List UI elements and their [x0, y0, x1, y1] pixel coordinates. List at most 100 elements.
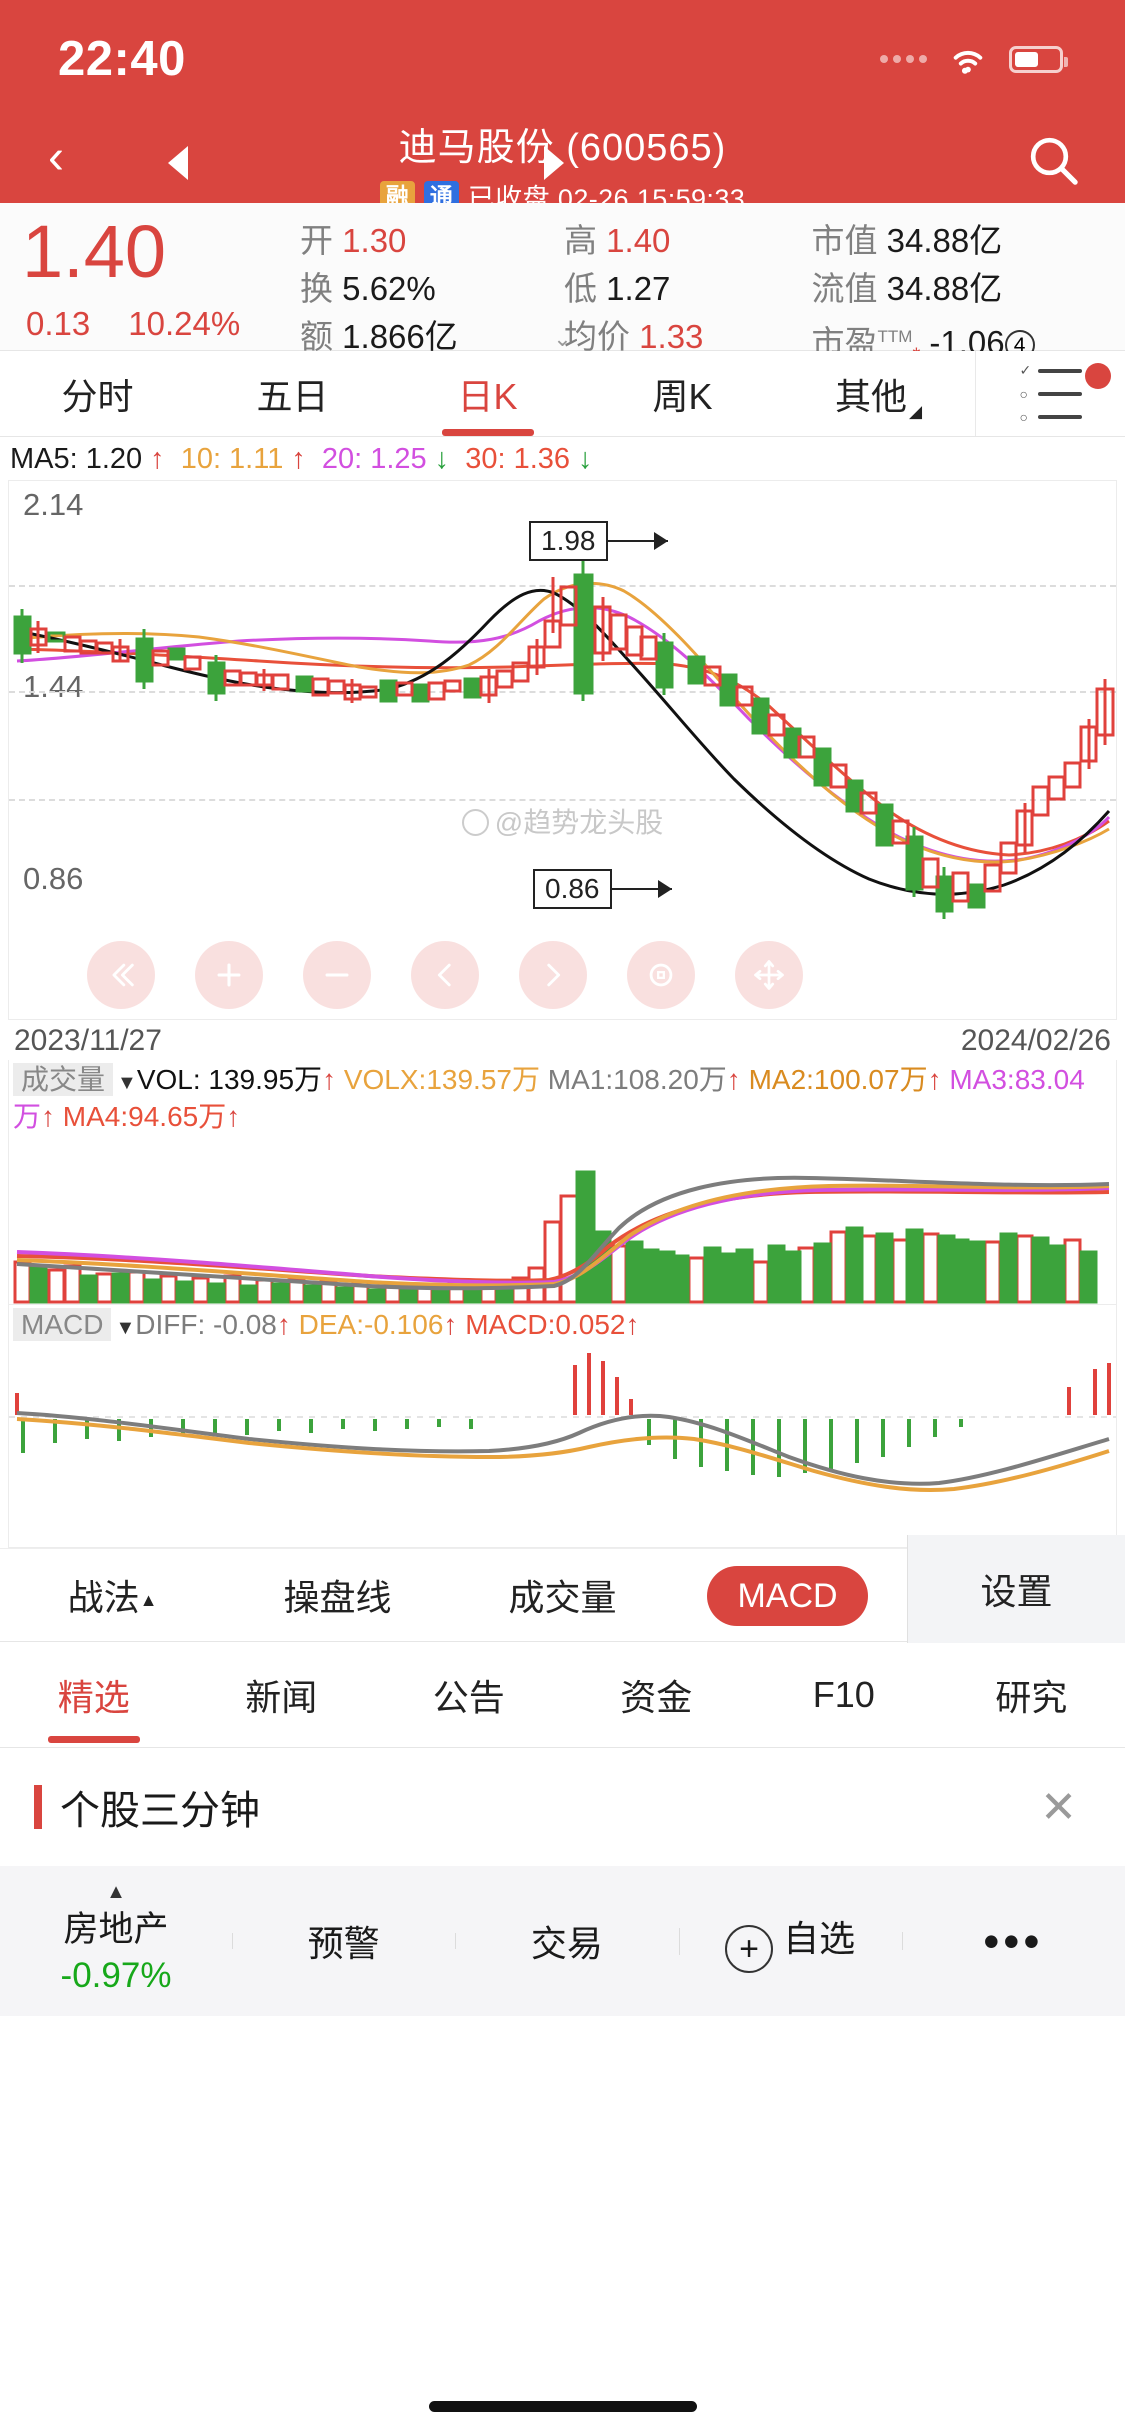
- search-icon[interactable]: [1025, 132, 1081, 188]
- indicator-caopanxian[interactable]: 操盘线: [225, 1569, 450, 1621]
- next-stock-icon[interactable]: [544, 146, 564, 180]
- fullscreen-move-button[interactable]: [735, 941, 803, 1009]
- crosshair-button[interactable]: [627, 941, 695, 1009]
- indicator-volume-label: 成交量: [508, 1577, 617, 1618]
- zoom-in-button[interactable]: [195, 941, 263, 1009]
- tab-daily-k[interactable]: 日K: [390, 368, 585, 420]
- stat-high-label: 高: [564, 222, 597, 259]
- watermark: @趋势龙头股: [9, 801, 1116, 841]
- ma5-label: MA5:: [10, 443, 78, 475]
- back-icon[interactable]: ‹: [48, 131, 64, 184]
- vol-label: VOL:: [136, 1064, 201, 1095]
- list-settings-icon[interactable]: ✓ ○ ○: [975, 351, 1125, 436]
- indicator-zhanfa[interactable]: 战法▲: [0, 1569, 225, 1621]
- watchlist-label: 自选: [783, 1917, 856, 1959]
- diff-value: -0.08: [213, 1309, 277, 1340]
- dea-label: DEA:: [298, 1309, 364, 1340]
- volume-panel[interactable]: 成交量 ▼VOL: 139.95万↑ VOLX:139.57万 MA1:108.2…: [8, 1060, 1117, 1305]
- period-high-callout: 1.98: [529, 521, 668, 561]
- fast-rewind-button[interactable]: [87, 941, 155, 1009]
- macd-dropdown-icon[interactable]: ▼: [115, 1317, 136, 1339]
- content-tab-f10-label: F10: [812, 1673, 875, 1715]
- chevron-down-icon[interactable]: ⌄: [553, 326, 572, 351]
- stat-amount: 额 1.866亿: [300, 313, 564, 361]
- period-low-callout: 0.86: [533, 869, 672, 909]
- notification-dot-icon: [1085, 363, 1111, 389]
- tab-weekly-k[interactable]: 周K: [585, 368, 780, 420]
- content-tab-f10[interactable]: F10: [750, 1674, 938, 1716]
- news-card[interactable]: 个股三分钟 ✕: [0, 1748, 1125, 1866]
- content-tab-research[interactable]: 研究: [938, 1669, 1125, 1721]
- prev-stock-icon[interactable]: [168, 146, 188, 180]
- stat-marketcap: 市值 34.88亿: [812, 217, 1125, 265]
- content-tab-announcement[interactable]: 公告: [375, 1669, 563, 1721]
- settings-button[interactable]: 设置: [907, 1535, 1125, 1643]
- add-watchlist-button[interactable]: + 自选: [678, 1910, 902, 1973]
- alert-button[interactable]: 预警: [232, 1915, 455, 1967]
- volx-value: 139.57万: [426, 1064, 540, 1095]
- tab-daily-k-label: 日K: [457, 375, 518, 417]
- more-dots-icon: •••: [983, 1915, 1044, 1967]
- chart-controls: [87, 941, 1096, 1009]
- vol-ma2-value: 100.07万: [813, 1064, 928, 1095]
- quote-col-1: 开 1.30 换 5.62% 额 1.866亿: [300, 217, 564, 355]
- stat-high-value: 1.40: [606, 222, 671, 259]
- tab-fenshi[interactable]: 分时: [0, 368, 195, 420]
- content-tab-news-label: 新闻: [245, 1676, 318, 1718]
- radio-dot-icon-1: ○: [1019, 386, 1028, 402]
- macd-arrow: ↑: [625, 1309, 640, 1340]
- content-tab-jingxuan-label: 精选: [57, 1676, 130, 1718]
- period-low-arrow-icon: [611, 880, 672, 898]
- ma5-value: 1.20: [85, 443, 143, 475]
- vol-ma4-arrow: ↑: [226, 1101, 241, 1132]
- tab-other[interactable]: 其他 ◢: [780, 368, 975, 421]
- sector-up-arrow-icon: ▲: [106, 1880, 126, 1903]
- sector-name: 房地产: [63, 1909, 169, 1949]
- macd-label: MACD:: [465, 1309, 556, 1340]
- indicator-macd[interactable]: MACD: [675, 1566, 900, 1626]
- scroll-right-button[interactable]: [519, 941, 587, 1009]
- tab-other-label: 其他: [834, 375, 907, 417]
- more-button[interactable]: •••: [901, 1914, 1125, 1968]
- stat-open-label: 开: [300, 222, 333, 259]
- trade-button[interactable]: 交易: [455, 1915, 678, 1967]
- close-icon[interactable]: ✕: [1040, 1782, 1077, 1832]
- tab-wuri[interactable]: 五日: [195, 368, 390, 420]
- zoom-out-button[interactable]: [303, 941, 371, 1009]
- indicator-volume[interactable]: 成交量: [450, 1569, 675, 1621]
- signal-dots-icon: [880, 55, 927, 63]
- vol-ma4-value: 94.65万: [128, 1101, 227, 1132]
- volume-panel-name[interactable]: 成交量: [13, 1063, 114, 1096]
- ma30-label: 30:: [465, 443, 506, 475]
- volume-dropdown-icon[interactable]: ▼: [117, 1072, 137, 1094]
- macd-panel-name[interactable]: MACD: [13, 1308, 112, 1341]
- ma20-arrow: ↓: [434, 443, 450, 475]
- scroll-left-button[interactable]: [411, 941, 479, 1009]
- quote-panel[interactable]: 1.40 0.13 10.24% 开 1.30 换 5.62% 额 1.866亿…: [0, 203, 1125, 367]
- k-line-chart[interactable]: 2.14 1.44 0.86: [8, 480, 1117, 1020]
- content-tab-news[interactable]: 新闻: [188, 1669, 376, 1721]
- alert-label: 预警: [307, 1923, 380, 1964]
- quote-stats: 开 1.30 换 5.62% 额 1.866亿 高 1.40 低 1.27 均价: [300, 217, 1125, 367]
- battery-icon: [1009, 45, 1068, 73]
- stat-floatcap-label: 流值: [811, 270, 878, 307]
- macd-panel[interactable]: MACD ▼DIFF: -0.08↑ DEA:-0.106↑ MACD:0.052…: [8, 1305, 1117, 1548]
- status-bar: 22:40: [0, 0, 1125, 118]
- macd-legend: MACD ▼DIFF: -0.08↑ DEA:-0.106↑ MACD:0.052…: [9, 1305, 1116, 1347]
- content-tab-jingxuan[interactable]: 精选: [0, 1669, 188, 1721]
- vol-ma2-label: MA2:: [748, 1064, 814, 1095]
- ma20-label: 20:: [321, 443, 363, 475]
- tab-fenshi-label: 分时: [61, 375, 134, 417]
- content-tab-announcement-label: 公告: [432, 1676, 505, 1718]
- chart-date-range: 2023/11/27 2024/02/26: [0, 1020, 1125, 1060]
- sector-button[interactable]: ▲ 房地产 -0.97%: [0, 1880, 232, 1996]
- vol-ma4-label: MA4:: [62, 1101, 129, 1132]
- accent-bar: [34, 1785, 42, 1829]
- stat-low-value: 1.27: [606, 270, 671, 307]
- stat-pe-ttm: TTM: [877, 327, 913, 346]
- ma30-arrow: ↓: [578, 443, 593, 475]
- ma10-arrow: ↑: [291, 443, 306, 475]
- stat-turnover: 换 5.62%: [300, 265, 564, 313]
- content-tab-funds[interactable]: 资金: [563, 1669, 751, 1721]
- stat-avg-label: 均价: [564, 318, 630, 355]
